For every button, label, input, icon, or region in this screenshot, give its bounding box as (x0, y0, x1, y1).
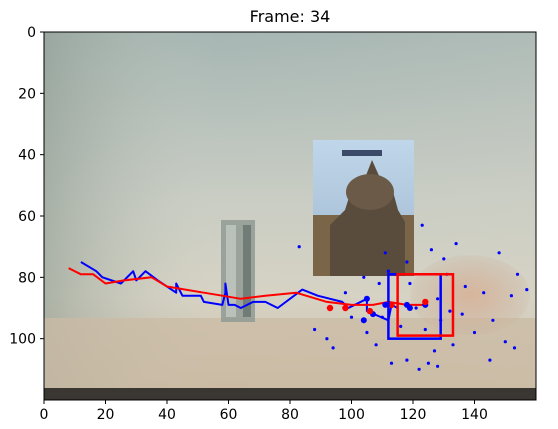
x-tick-label-4: 80 (281, 407, 299, 423)
y-axis: 0 20 40 60 80 100 (9, 25, 44, 348)
particle-point-4-45 (405, 358, 409, 362)
x-tick-label-0: 0 (40, 407, 49, 423)
particle-point-4-5 (349, 315, 354, 319)
particle-point-4-37 (503, 340, 507, 344)
particle-point-4-20 (426, 361, 430, 365)
particle-point-4-33 (482, 291, 486, 295)
particle-point-4-1 (313, 327, 317, 332)
x-tick-label-2: 40 (158, 407, 176, 423)
particle-point-4-44 (436, 364, 440, 368)
track-point-3-3 (388, 301, 395, 309)
track-point-3-1 (342, 304, 349, 312)
particle-point-4-17 (417, 367, 421, 371)
particle-point-4-10 (383, 251, 387, 255)
y-tick-label-2: 40 (18, 148, 36, 164)
track-point-3-4 (422, 298, 429, 306)
y-tick-label-3: 60 (18, 209, 36, 225)
particle-point-4-19 (423, 327, 427, 332)
poster (313, 140, 414, 276)
background-image (44, 32, 536, 400)
y-tick-label-4: 80 (18, 270, 36, 286)
particle-point-4-12 (389, 361, 394, 365)
particle-point-4-4 (343, 291, 347, 295)
x-tick-label-1: 20 (97, 407, 115, 423)
particle-point-4-29 (454, 242, 458, 246)
x-tick-label-6: 120 (400, 407, 427, 423)
particle-point-4-7 (365, 330, 369, 335)
particle-point-4-6 (362, 275, 366, 279)
particle-point-4-27 (448, 309, 452, 313)
particle-point-4-9 (380, 315, 384, 319)
particle-point-4-13 (399, 324, 403, 328)
particle-point-4-0 (297, 245, 301, 249)
plot-area (68, 223, 529, 371)
track-point-2-0 (360, 317, 367, 324)
particle-point-4-14 (405, 260, 409, 264)
particle-point-4-34 (488, 358, 492, 362)
x-tick-label-7: 140 (461, 407, 488, 423)
particle-point-4-25 (442, 257, 446, 261)
particle-point-4-38 (509, 294, 513, 298)
bounding-box-1 (396, 273, 455, 337)
particle-point-4-16 (414, 306, 418, 310)
particle-point-4-22 (432, 349, 437, 353)
track-point-2-1 (363, 295, 370, 302)
particle-point-4-31 (463, 284, 467, 289)
trajectory-line-1 (68, 267, 426, 306)
particle-point-4-39 (512, 346, 517, 350)
particle-point-4-23 (436, 297, 440, 301)
particle-point-4-35 (491, 318, 495, 322)
particle-point-4-3 (331, 346, 335, 350)
particle-point-4-21 (429, 248, 433, 252)
track-point-3-2 (366, 307, 374, 315)
x-axis: 0 20 40 60 80 100 120 140 (40, 400, 488, 423)
particle-point-4-18 (420, 223, 424, 227)
x-tick-label-3: 60 (220, 407, 238, 423)
track-point-3-0 (326, 304, 334, 312)
particle-point-4-28 (451, 343, 455, 347)
track-point-2-3 (382, 301, 389, 308)
particle-point-4-43 (377, 281, 381, 286)
particle-point-4-30 (460, 312, 464, 316)
particle-point-4-36 (497, 251, 501, 255)
particle-point-4-32 (472, 330, 477, 335)
particle-point-4-8 (374, 343, 378, 347)
y-tick-label-0: 0 (27, 25, 36, 41)
particle-point-4-40 (515, 272, 520, 276)
particle-point-4-2 (325, 337, 329, 341)
y-tick-label-5: 100 (9, 332, 36, 348)
track-point-2-5 (406, 305, 413, 311)
particle-point-4-42 (386, 269, 390, 273)
particle-point-4-15 (408, 281, 412, 286)
x-tick-label-5: 100 (338, 407, 365, 423)
chart-title: Frame: 34 (250, 7, 331, 26)
particle-point-4-41 (525, 288, 529, 292)
bottle (221, 220, 255, 322)
y-tick-label-1: 20 (18, 86, 36, 102)
